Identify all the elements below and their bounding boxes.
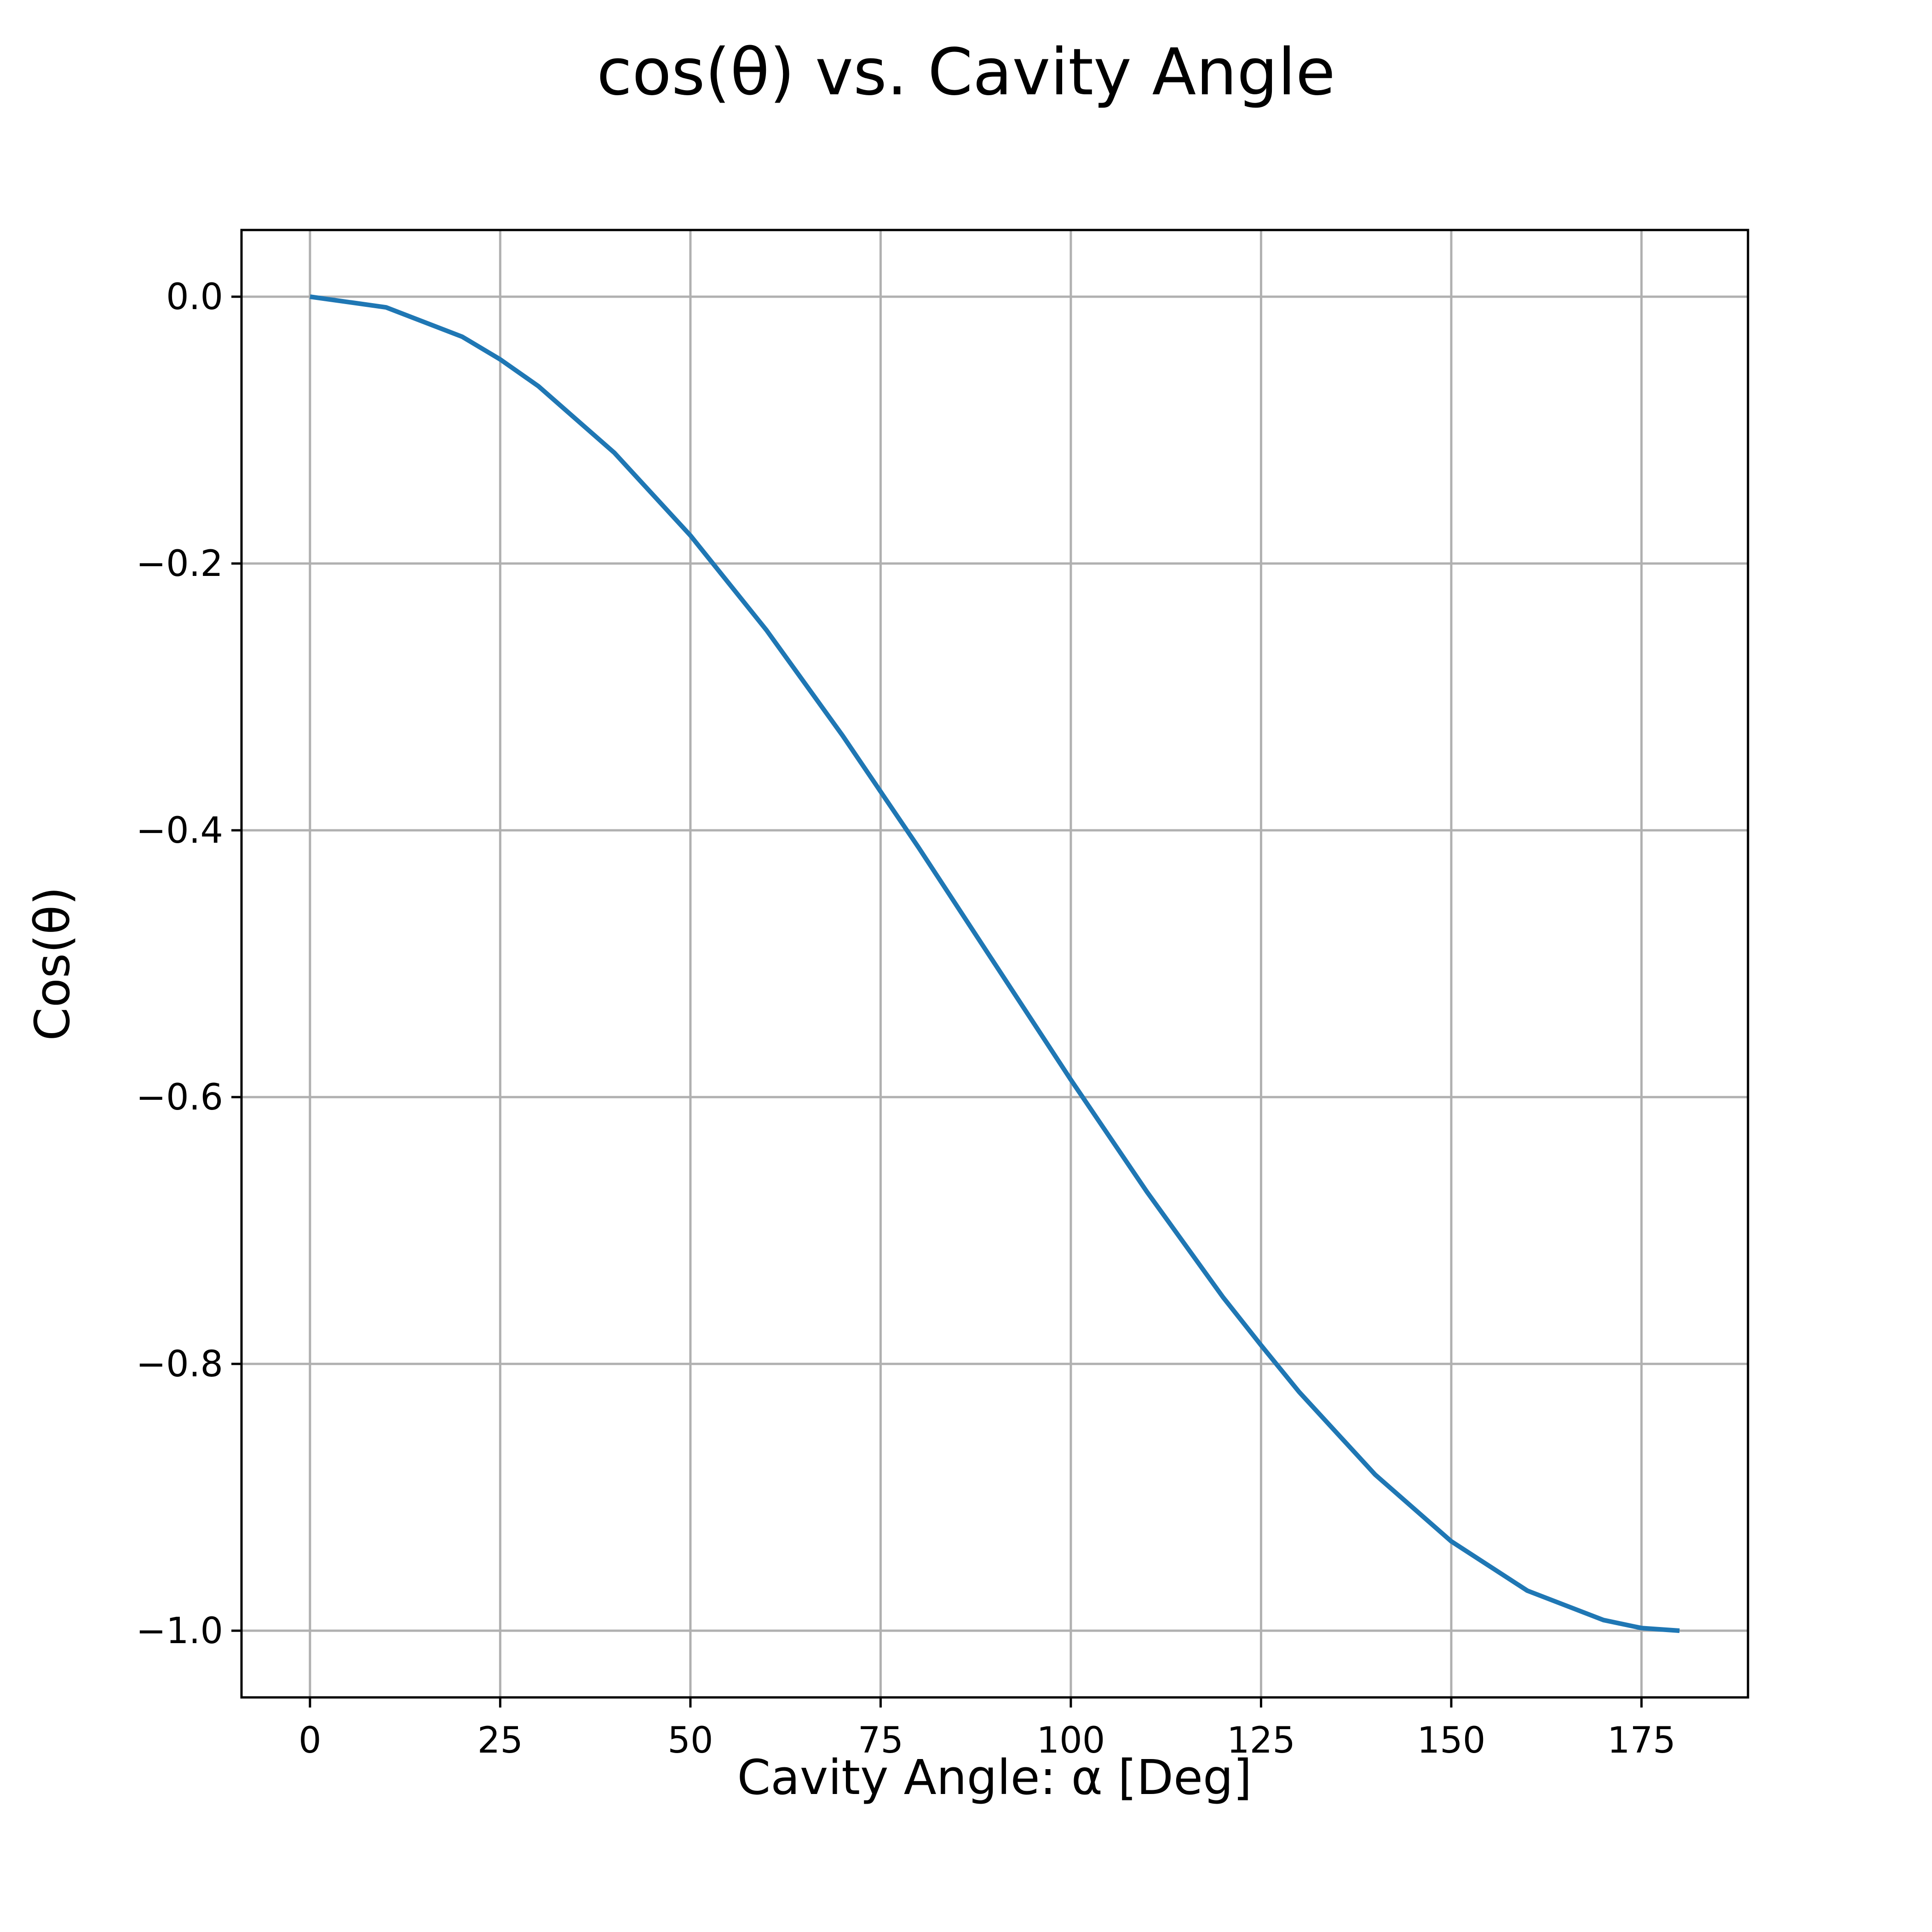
x-tick-label: 75 — [858, 1720, 903, 1761]
x-tick-label: 25 — [477, 1720, 523, 1761]
y-tick-label: −1.0 — [136, 1610, 223, 1652]
x-tick-label: 125 — [1227, 1720, 1295, 1761]
x-axis-label: Cavity Angle: α [Deg] — [737, 1749, 1252, 1806]
y-axis-label: Cos(θ) — [24, 886, 80, 1041]
ticks: 0 25 50 75 100 125 150 175 0.0 −0.2 −0.4 −0.6 −0.8 −1… — [136, 276, 1676, 1761]
grid — [242, 230, 1748, 1697]
series-line-0 — [310, 294, 1680, 1633]
y-tick-label: 0.0 — [166, 276, 223, 318]
x-tick-label: 175 — [1607, 1720, 1676, 1761]
series-layer — [310, 294, 1680, 1633]
x-tick-label: 150 — [1417, 1720, 1485, 1761]
x-tick-label: 50 — [667, 1720, 713, 1761]
chart-title: cos(θ) vs. Cavity Angle — [597, 35, 1335, 110]
y-tick-label: −0.8 — [136, 1344, 223, 1385]
y-tick-label: −0.2 — [136, 543, 223, 585]
y-tick-label: −0.6 — [136, 1077, 223, 1118]
x-tick-label: 0 — [299, 1720, 322, 1761]
x-tick-label: 100 — [1036, 1720, 1105, 1761]
plot-frame — [240, 229, 1749, 1699]
y-tick-label: −0.4 — [136, 810, 223, 851]
